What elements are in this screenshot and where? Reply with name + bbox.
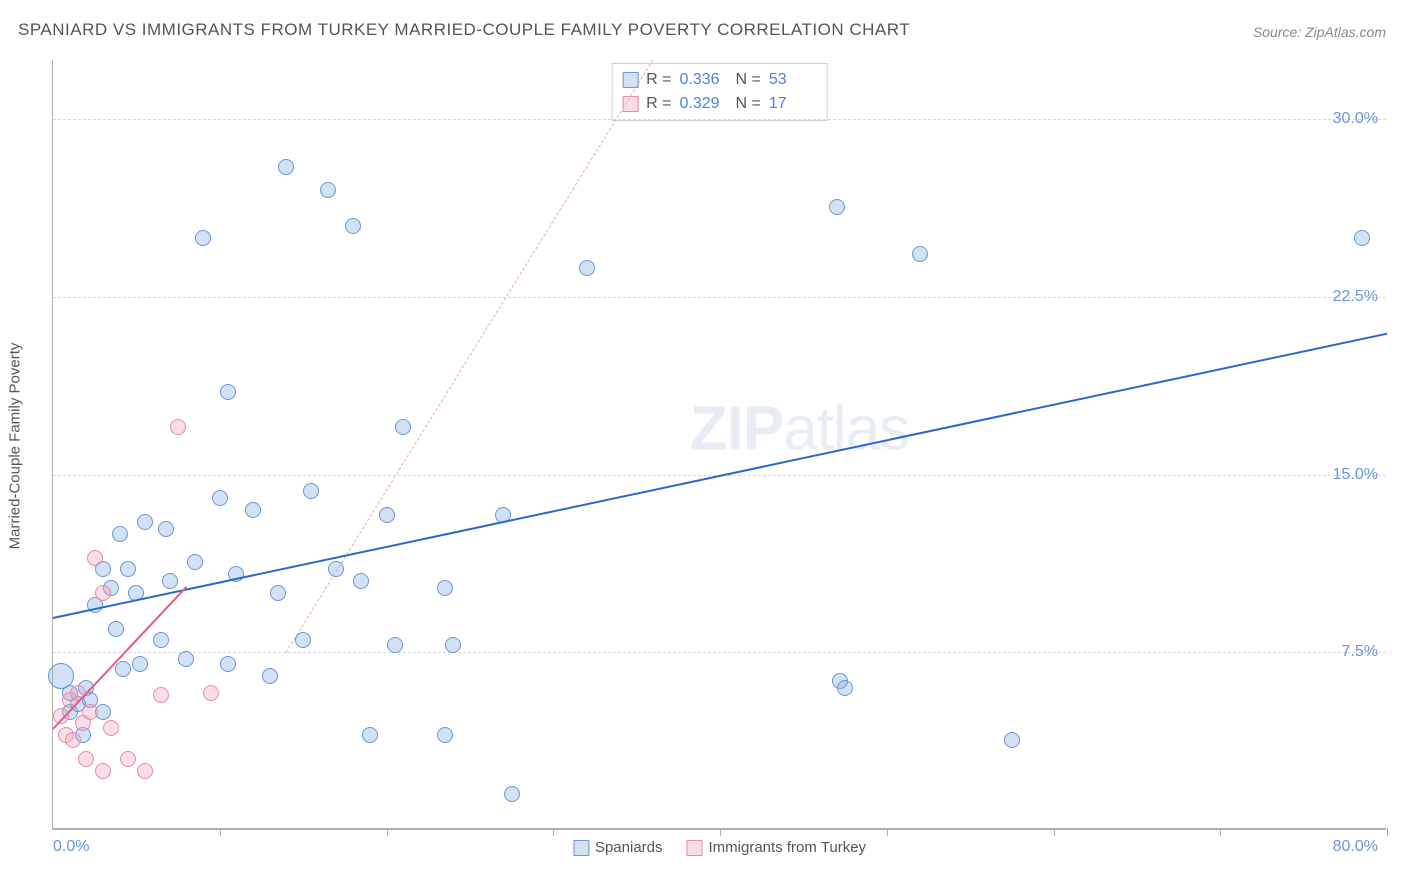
data-point-spaniards [579,260,595,276]
data-point-turkey [170,419,186,435]
x-tick [1220,828,1221,836]
data-point-spaniards [829,199,845,215]
y-tick-label: 30.0% [1333,110,1378,128]
data-point-spaniards [362,727,378,743]
stats-row-turkey: R = 0.329 N = 17 [622,92,817,116]
data-point-spaniards [262,668,278,684]
data-point-spaniards [187,554,203,570]
data-point-spaniards [303,483,319,499]
gridline [53,119,1386,120]
data-point-spaniards [212,490,228,506]
data-point-turkey [87,550,103,566]
source-attribution: Source: ZipAtlas.com [1253,24,1386,40]
data-point-spaniards [353,573,369,589]
x-axis-min-label: 0.0% [53,838,89,856]
data-point-spaniards [912,246,928,262]
gridline [53,297,1386,298]
data-point-spaniards [115,661,131,677]
data-point-spaniards [345,218,361,234]
legend-item-spaniards: Spaniards [573,839,663,856]
data-point-spaniards [108,621,124,637]
x-tick [1054,828,1055,836]
stat-n-value-spaniards: 53 [769,68,817,92]
data-point-spaniards [137,514,153,530]
stat-n-value-turkey: 17 [769,92,817,116]
data-point-spaniards [153,632,169,648]
data-point-spaniards [445,637,461,653]
scatter-plot-area: ZIPatlas R = 0.336 N = 53 R = 0.329 N = … [52,60,1386,830]
data-point-spaniards [270,585,286,601]
data-point-spaniards [178,651,194,667]
x-tick [720,828,721,836]
data-point-turkey [78,751,94,767]
data-point-turkey [82,704,98,720]
stat-r-label: R = [646,92,671,116]
data-point-spaniards [387,637,403,653]
stat-r-value-turkey: 0.329 [680,92,728,116]
stat-r-label: R = [646,68,671,92]
data-point-spaniards [1354,230,1370,246]
x-axis-max-label: 80.0% [1333,838,1378,856]
legend-label-spaniards: Spaniards [595,839,663,856]
data-point-spaniards [320,182,336,198]
stat-r-value-spaniards: 0.336 [680,68,728,92]
data-point-spaniards [220,656,236,672]
data-point-turkey [95,763,111,779]
y-tick-label: 7.5% [1342,643,1378,661]
data-point-turkey [120,751,136,767]
data-point-spaniards [112,526,128,542]
stats-row-spaniards: R = 0.336 N = 53 [622,68,817,92]
gridline [53,652,1386,653]
watermark: ZIPatlas [690,393,909,464]
trend-line [52,586,187,730]
data-point-spaniards [504,786,520,802]
legend-label-turkey: Immigrants from Turkey [709,839,867,856]
data-point-spaniards [245,502,261,518]
data-point-turkey [103,720,119,736]
data-point-spaniards [437,580,453,596]
x-tick [387,828,388,836]
data-point-spaniards [328,561,344,577]
data-point-spaniards [195,230,211,246]
legend-swatch-spaniards [573,840,589,856]
x-tick [887,828,888,836]
chart-title: SPANIARD VS IMMIGRANTS FROM TURKEY MARRI… [18,20,910,40]
y-tick-label: 22.5% [1333,288,1378,306]
data-point-spaniards [120,561,136,577]
data-point-spaniards [158,521,174,537]
stat-n-label: N = [736,92,761,116]
data-point-spaniards [278,159,294,175]
data-point-spaniards [395,419,411,435]
stat-n-label: N = [736,68,761,92]
data-point-turkey [65,732,81,748]
data-point-turkey [70,685,86,701]
x-tick [553,828,554,836]
data-point-spaniards [837,680,853,696]
trend-line [53,332,1387,618]
data-point-spaniards [1004,732,1020,748]
legend-swatch-turkey [687,840,703,856]
data-point-spaniards [162,573,178,589]
y-tick-label: 15.0% [1333,466,1378,484]
data-point-turkey [95,585,111,601]
data-point-turkey [203,685,219,701]
series-legend: Spaniards Immigrants from Turkey [573,839,866,856]
y-axis-label: Married-Couple Family Poverty [7,343,24,550]
data-point-turkey [137,763,153,779]
data-point-spaniards [220,384,236,400]
data-point-spaniards [132,656,148,672]
x-tick [1387,828,1388,836]
data-point-spaniards [437,727,453,743]
data-point-turkey [153,687,169,703]
x-tick [220,828,221,836]
legend-item-turkey: Immigrants from Turkey [687,839,867,856]
data-point-spaniards [295,632,311,648]
data-point-spaniards [379,507,395,523]
